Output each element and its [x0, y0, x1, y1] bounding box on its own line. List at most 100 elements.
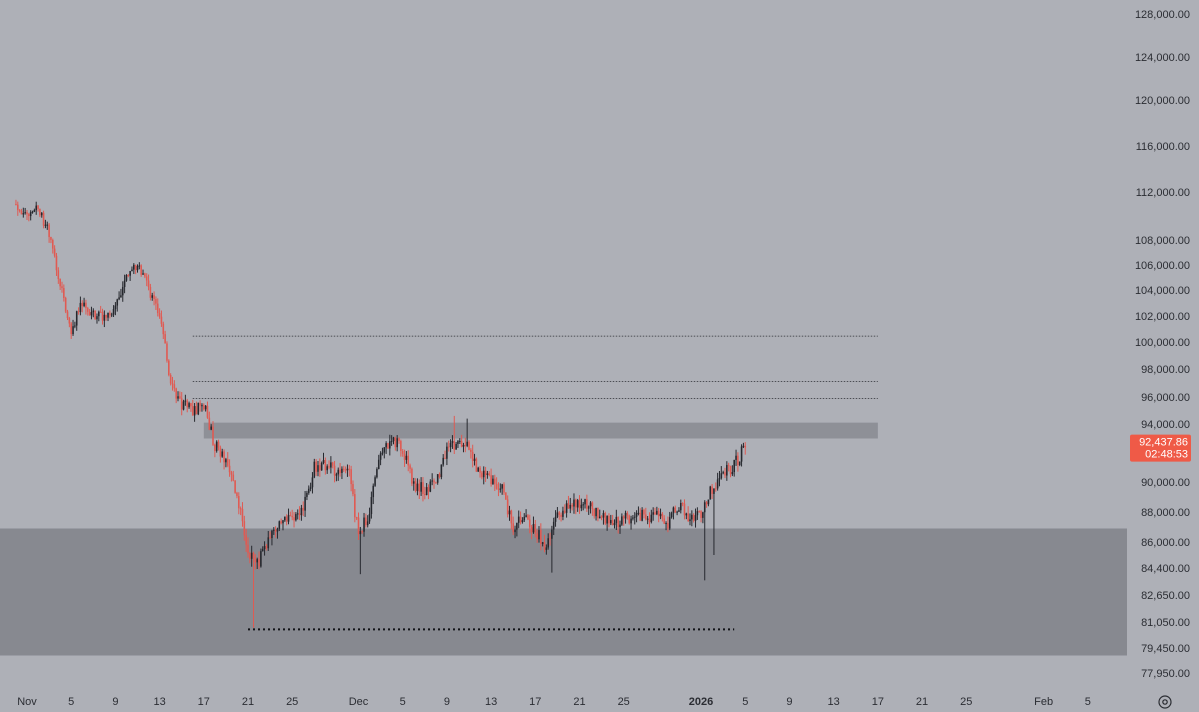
candle-body: [455, 443, 457, 450]
candle-body: [632, 517, 634, 519]
candle-body: [654, 512, 656, 515]
candle-body: [744, 445, 747, 448]
y-tick-label: 102,000.00: [1135, 311, 1190, 323]
candle-body: [735, 455, 737, 460]
candle-body: [131, 269, 133, 272]
candle-body: [738, 461, 741, 466]
candle-body: [271, 530, 273, 539]
x-tick-label: 9: [444, 696, 450, 708]
candle-body: [304, 496, 306, 511]
candle-body: [679, 503, 682, 511]
candle-body: [144, 273, 146, 277]
candle-body: [724, 472, 726, 476]
candle-body: [250, 552, 253, 559]
candle-body: [236, 492, 238, 497]
candle-body: [160, 316, 163, 324]
candle-body: [101, 311, 104, 321]
y-tick-label: 96,000.00: [1141, 392, 1190, 404]
candle-body: [575, 499, 577, 508]
candle-body: [604, 513, 607, 524]
x-tick-label: 9: [786, 696, 792, 708]
candle-body: [171, 383, 174, 385]
candle-body: [479, 467, 481, 473]
candle-body: [70, 323, 72, 335]
candle-body: [562, 510, 564, 517]
candle-body: [66, 311, 69, 318]
candle-body: [20, 211, 23, 215]
candle-body: [29, 212, 32, 217]
candle-body: [188, 403, 190, 408]
candle-body: [418, 483, 421, 492]
candle-body: [471, 451, 474, 461]
candle-body: [193, 406, 196, 416]
y-tick-label: 116,000.00: [1136, 141, 1190, 153]
candle-body: [204, 405, 207, 410]
candle-body: [451, 441, 454, 444]
candle-body: [503, 484, 505, 493]
candle-body: [175, 388, 177, 399]
candle-body: [15, 204, 17, 205]
candle-body: [580, 504, 583, 509]
candle-body: [254, 558, 257, 563]
candle-body: [261, 549, 264, 552]
candle-body: [702, 512, 704, 518]
candle-body: [626, 512, 629, 516]
candle-body: [245, 535, 247, 545]
candle-body: [740, 446, 743, 462]
candle-body: [551, 529, 553, 539]
candle-body: [411, 468, 413, 484]
candle-body: [556, 512, 559, 517]
candle-body: [645, 514, 647, 520]
candle-body: [506, 499, 509, 515]
candle-body: [158, 313, 161, 317]
candle-body: [86, 308, 89, 312]
candle-body: [90, 312, 93, 316]
candle-body: [409, 465, 411, 469]
candle-body: [431, 480, 433, 482]
candle-body: [495, 483, 498, 489]
x-tick-label: 21: [916, 696, 928, 708]
candle-body: [219, 447, 222, 457]
candle-body: [269, 537, 271, 539]
time-axis: Nov 5 9 13 17 21 25 Dec 5 9 13 17 21 25 2026 5 9 13 17 21 25…: [17, 696, 1091, 708]
candle-body: [293, 517, 295, 521]
candle-body: [661, 513, 664, 519]
candle-body: [376, 469, 378, 478]
settings-gear-icon[interactable]: [1158, 695, 1172, 709]
candle-body: [464, 444, 467, 446]
candle-body: [50, 237, 52, 240]
candle-body: [678, 510, 680, 512]
candle-body: [442, 457, 445, 465]
candle-body: [462, 444, 465, 447]
candle-body: [365, 517, 367, 526]
candle-body: [59, 279, 61, 287]
y-tick-label: 106,000.00: [1135, 260, 1190, 272]
candle-body: [578, 500, 581, 509]
candle-body: [412, 481, 415, 484]
x-tick-label: 5: [400, 696, 406, 708]
candle-body: [341, 468, 343, 473]
candle-body: [168, 360, 170, 376]
candle-body: [85, 302, 87, 309]
candle-body: [118, 297, 120, 300]
candle-body: [162, 323, 165, 335]
candle-body: [337, 469, 340, 475]
candle-body: [573, 499, 575, 507]
candle-body: [694, 515, 697, 521]
candle-body: [633, 516, 636, 518]
candle-body: [164, 334, 166, 344]
candle-body: [615, 516, 618, 524]
candle-body: [517, 516, 520, 523]
candle-body: [79, 302, 82, 312]
candle-body: [342, 468, 345, 470]
candle-body: [180, 398, 183, 410]
candle-body: [488, 473, 491, 476]
candle-body: [447, 446, 450, 448]
candle-body: [83, 302, 85, 306]
candle-body: [510, 510, 513, 524]
candle-body: [322, 460, 325, 464]
candle-body: [324, 460, 327, 471]
candle-body: [619, 524, 621, 528]
candle-body: [114, 305, 117, 310]
